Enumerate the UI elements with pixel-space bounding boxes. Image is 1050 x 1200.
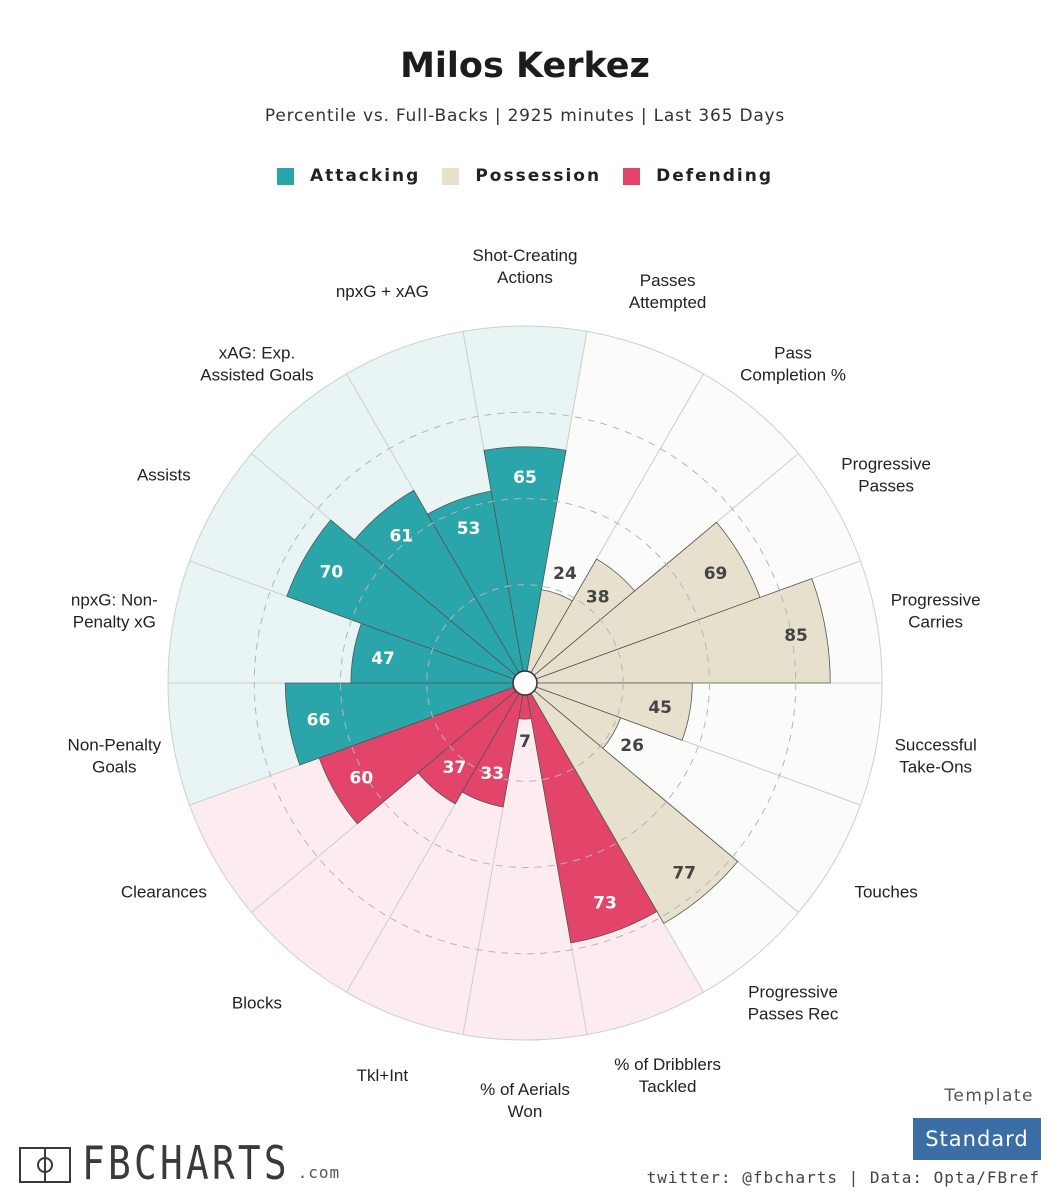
axis-label-tkl-int: Tkl+Int bbox=[357, 1066, 409, 1085]
legend-item-attacking: Attacking bbox=[276, 166, 421, 186]
value-label-touches: 26 bbox=[620, 736, 644, 756]
axis-label-assists: Assists bbox=[137, 466, 191, 485]
value-label-non-penalty-goals: 66 bbox=[307, 710, 331, 730]
axis-label-successful-take-ons: Successful Take-Ons bbox=[895, 735, 977, 776]
legend-swatch-attacking bbox=[276, 167, 294, 185]
legend-swatch-possession bbox=[442, 167, 460, 185]
axis-label-passes-attempted: Passes Attempted bbox=[629, 271, 707, 312]
axis-label-of-aerials-won: % of Aerials Won bbox=[480, 1080, 570, 1121]
value-label-pass-completion: 38 bbox=[586, 587, 610, 607]
value-label-progressive-passes-rec: 77 bbox=[672, 864, 696, 884]
axis-label-non-penalty-goals: Non-Penalty Goals bbox=[68, 735, 162, 776]
grid-ring-50 bbox=[340, 498, 710, 868]
legend: Attacking Possession Defending bbox=[0, 166, 1050, 186]
logo-wordmark: FBCHARTS bbox=[82, 1136, 290, 1190]
grid-ring-75 bbox=[253, 411, 797, 955]
pitch-icon bbox=[19, 1147, 71, 1183]
legend-label-possession: Possession bbox=[475, 166, 602, 186]
value-label-successful-take-ons: 45 bbox=[648, 698, 672, 718]
axis-label-blocks: Blocks bbox=[232, 993, 282, 1012]
axis-label-progressive-carries: Progressive Carries bbox=[891, 591, 981, 632]
template-label: Template bbox=[944, 1086, 1034, 1106]
grid-ring-25 bbox=[426, 584, 624, 782]
value-label-progressive-carries: 85 bbox=[784, 626, 808, 646]
template-badge: Standard bbox=[913, 1118, 1041, 1160]
value-label-npxg-non-penalty-xg: 47 bbox=[371, 649, 395, 669]
axis-label-touches: Touches bbox=[854, 883, 917, 902]
axis-label-pass-completion: Pass Completion % bbox=[740, 344, 846, 385]
legend-label-defending: Defending bbox=[656, 166, 774, 186]
credits: twitter: @fbcharts | Data: Opta/FBref bbox=[646, 1168, 1040, 1187]
axis-label-npxg-xag: npxG + xAG bbox=[336, 282, 429, 301]
axis-label-progressive-passes: Progressive Passes bbox=[841, 455, 931, 496]
value-label-xag-exp-assisted-goals: 61 bbox=[389, 527, 413, 547]
legend-label-attacking: Attacking bbox=[309, 166, 421, 186]
axis-label-progressive-passes-rec: Progressive Passes Rec bbox=[748, 982, 839, 1023]
legend-item-possession: Possession bbox=[442, 166, 601, 186]
fbcharts-logo: FBCHARTS .com bbox=[18, 1136, 340, 1186]
value-label-blocks: 37 bbox=[443, 758, 467, 778]
legend-item-defending: Defending bbox=[623, 166, 773, 186]
value-label-clearances: 60 bbox=[349, 769, 373, 789]
value-label-passes-attempted: 24 bbox=[553, 564, 577, 584]
center-hole bbox=[512, 670, 538, 696]
value-label-tkl-int: 33 bbox=[480, 764, 504, 784]
axis-label-clearances: Clearances bbox=[121, 883, 207, 902]
logo-suffix: .com bbox=[297, 1163, 341, 1182]
value-label-shot-creating-actions: 65 bbox=[513, 468, 537, 488]
axis-label-npxg-non-penalty-xg: npxG: Non-Penalty xG bbox=[71, 591, 158, 632]
chart-title: Milos Kerkez bbox=[400, 46, 650, 86]
value-label-of-aerials-won: 7 bbox=[519, 732, 531, 752]
value-label-of-dribblers-tackled: 73 bbox=[593, 894, 617, 914]
value-label-progressive-passes: 69 bbox=[704, 564, 728, 584]
legend-swatch-defending bbox=[623, 167, 641, 185]
value-label-npxg-xag: 53 bbox=[457, 519, 481, 539]
axis-label-of-dribblers-tackled: % of Dribblers Tackled bbox=[614, 1055, 721, 1096]
value-label-assists: 70 bbox=[320, 562, 344, 582]
axis-label-xag-exp-assisted-goals: xAG: Exp. Assisted Goals bbox=[200, 344, 313, 385]
axis-label-shot-creating-actions: Shot-Creating Actions bbox=[473, 246, 578, 287]
chart-subtitle: Percentile vs. Full-Backs | 2925 minutes… bbox=[264, 106, 786, 126]
